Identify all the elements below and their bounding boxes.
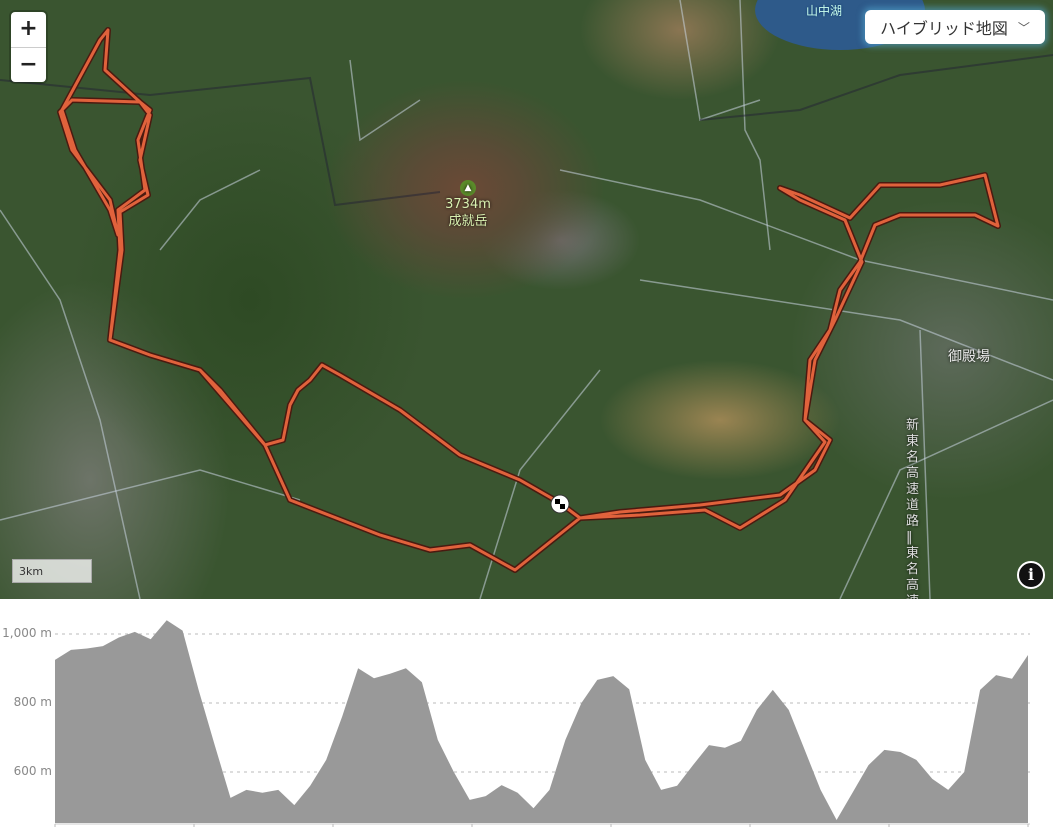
route-line[interactable] <box>58 28 1000 572</box>
map-view[interactable]: 山中湖 ▲ 3734m 成就岳 御殿場 新東名高速道路‖東名高速道路 + − ハ… <box>0 0 1053 599</box>
road-line <box>919 329 931 599</box>
map-overlay <box>0 0 1053 599</box>
road-line <box>479 369 601 599</box>
road-line <box>839 399 1053 599</box>
elevation-profile[interactable]: 1,000 m 800 m 600 m <box>0 599 1053 827</box>
road-line <box>559 169 1053 301</box>
peak-elevation: 3734m <box>445 197 491 212</box>
road-line <box>159 169 261 251</box>
info-icon[interactable]: i <box>1017 561 1045 589</box>
elevation-chart <box>54 620 1030 827</box>
y-tick-label: 800 m <box>13 695 52 709</box>
chevron-down-icon: ﹀ <box>1017 20 1030 35</box>
road-line <box>0 469 301 521</box>
zoom-out-button[interactable]: − <box>11 47 46 83</box>
highway-label: 新東名高速道路‖東名高速道路 <box>906 418 920 599</box>
lake-label: 山中湖 <box>806 4 843 18</box>
y-tick-label: 1,000 m <box>2 626 52 640</box>
road-line <box>0 209 141 599</box>
mountain-icon: ▲ <box>460 180 476 196</box>
zoom-in-button[interactable]: + <box>19 16 38 41</box>
town-label-gotemba: 御殿場 <box>948 349 990 365</box>
peak-marker[interactable]: ▲ 3734m 成就岳 <box>440 178 496 230</box>
route-line-casing <box>57 27 1001 573</box>
elevation-area <box>55 620 1028 823</box>
checkered-flag-icon[interactable] <box>550 494 570 514</box>
y-tick-label: 600 m <box>13 764 52 778</box>
scale-bar: 3km <box>12 559 92 583</box>
road-line <box>349 59 421 142</box>
road-line <box>739 0 771 251</box>
road-line <box>679 0 761 121</box>
map-type-value: ハイブリッド地図 <box>880 19 1008 38</box>
peak-name: 成就岳 <box>448 214 488 229</box>
map-type-dropdown[interactable]: ハイブリッド地図 ﹀ <box>865 10 1045 44</box>
road-line <box>639 279 1053 381</box>
zoom-control: + − <box>11 12 46 82</box>
